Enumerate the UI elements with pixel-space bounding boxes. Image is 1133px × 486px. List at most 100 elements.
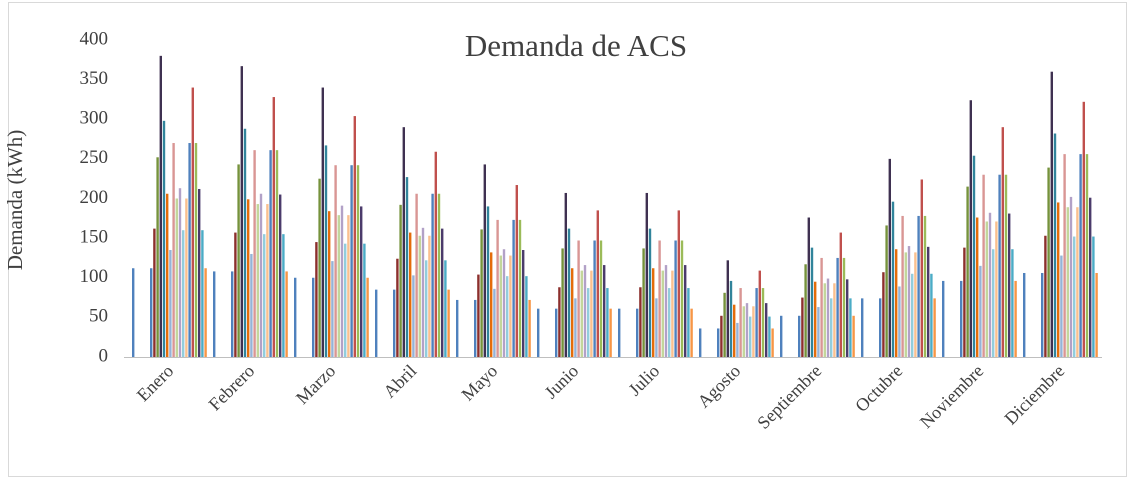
bar <box>421 227 425 357</box>
bar <box>699 328 702 357</box>
bar <box>253 150 256 357</box>
bar <box>590 270 593 357</box>
bar <box>1047 167 1050 357</box>
bar <box>960 280 963 357</box>
bar <box>761 288 765 357</box>
bar <box>801 297 804 357</box>
bar <box>839 232 842 357</box>
bar <box>1069 196 1073 357</box>
bar <box>798 315 801 357</box>
bar <box>846 279 849 357</box>
bar <box>736 322 739 357</box>
bar <box>571 268 574 357</box>
bar <box>256 204 259 357</box>
bar <box>979 265 982 357</box>
bar <box>861 298 864 357</box>
bar <box>842 257 846 357</box>
bar <box>671 270 674 357</box>
bar <box>652 268 655 357</box>
bar <box>525 276 528 357</box>
bar <box>324 145 328 357</box>
bar <box>942 280 945 357</box>
bar <box>765 303 768 357</box>
bar <box>418 235 421 357</box>
bar <box>522 250 525 357</box>
bar <box>499 255 502 357</box>
bar <box>898 286 901 357</box>
bar <box>1060 255 1063 357</box>
bar <box>836 257 839 357</box>
bar <box>555 308 558 357</box>
bar <box>729 280 733 357</box>
bar <box>1092 236 1095 357</box>
bar <box>982 174 985 357</box>
bar <box>749 316 752 357</box>
bar <box>814 281 817 357</box>
bar <box>804 264 807 357</box>
bar <box>745 303 749 357</box>
bar <box>231 271 234 357</box>
bar <box>642 248 645 357</box>
bar <box>243 128 247 357</box>
bar <box>512 219 515 357</box>
bar <box>275 150 279 357</box>
bar <box>198 188 201 357</box>
bar <box>972 155 976 357</box>
bar <box>780 315 783 357</box>
bar <box>315 242 318 357</box>
bar <box>337 215 340 357</box>
bar <box>911 273 914 357</box>
bar <box>833 283 836 357</box>
bar <box>574 298 577 357</box>
y-axis-label: Demanda (kWh) <box>3 130 27 271</box>
bar <box>213 271 216 357</box>
bar <box>596 210 599 357</box>
bar <box>528 299 531 357</box>
bar <box>587 288 590 357</box>
bar <box>1001 127 1004 357</box>
bar <box>493 288 496 357</box>
bar <box>263 234 266 357</box>
bar <box>437 193 441 357</box>
bar <box>820 257 823 357</box>
bar <box>1057 202 1060 357</box>
bar <box>1095 272 1098 357</box>
bar <box>1041 272 1044 357</box>
bar <box>363 243 366 357</box>
bar <box>648 228 652 357</box>
bar <box>201 230 204 357</box>
y-tick-label: 400 <box>80 28 109 49</box>
bar <box>599 240 603 357</box>
bar <box>661 270 664 357</box>
bar <box>639 287 642 357</box>
bar <box>583 265 587 357</box>
bar <box>153 228 156 357</box>
bar <box>976 217 979 357</box>
bar <box>995 221 998 357</box>
bar <box>515 185 518 357</box>
bar <box>998 174 1001 357</box>
bar <box>132 268 135 357</box>
bar <box>558 287 561 357</box>
bar <box>567 228 571 357</box>
bar <box>901 215 904 357</box>
bar <box>375 289 378 357</box>
bar <box>684 265 687 357</box>
bar <box>259 193 263 357</box>
bar <box>904 252 907 357</box>
bar <box>985 221 988 357</box>
bar <box>250 253 253 357</box>
bar <box>664 265 668 357</box>
bar <box>771 328 774 357</box>
bar <box>888 158 891 357</box>
bar <box>506 276 509 357</box>
bar <box>609 308 612 357</box>
bar <box>1011 249 1014 357</box>
bar <box>234 232 237 357</box>
bar <box>415 193 418 357</box>
bar <box>923 215 927 357</box>
bar <box>739 288 742 357</box>
bar <box>191 87 194 358</box>
bar <box>618 308 621 357</box>
